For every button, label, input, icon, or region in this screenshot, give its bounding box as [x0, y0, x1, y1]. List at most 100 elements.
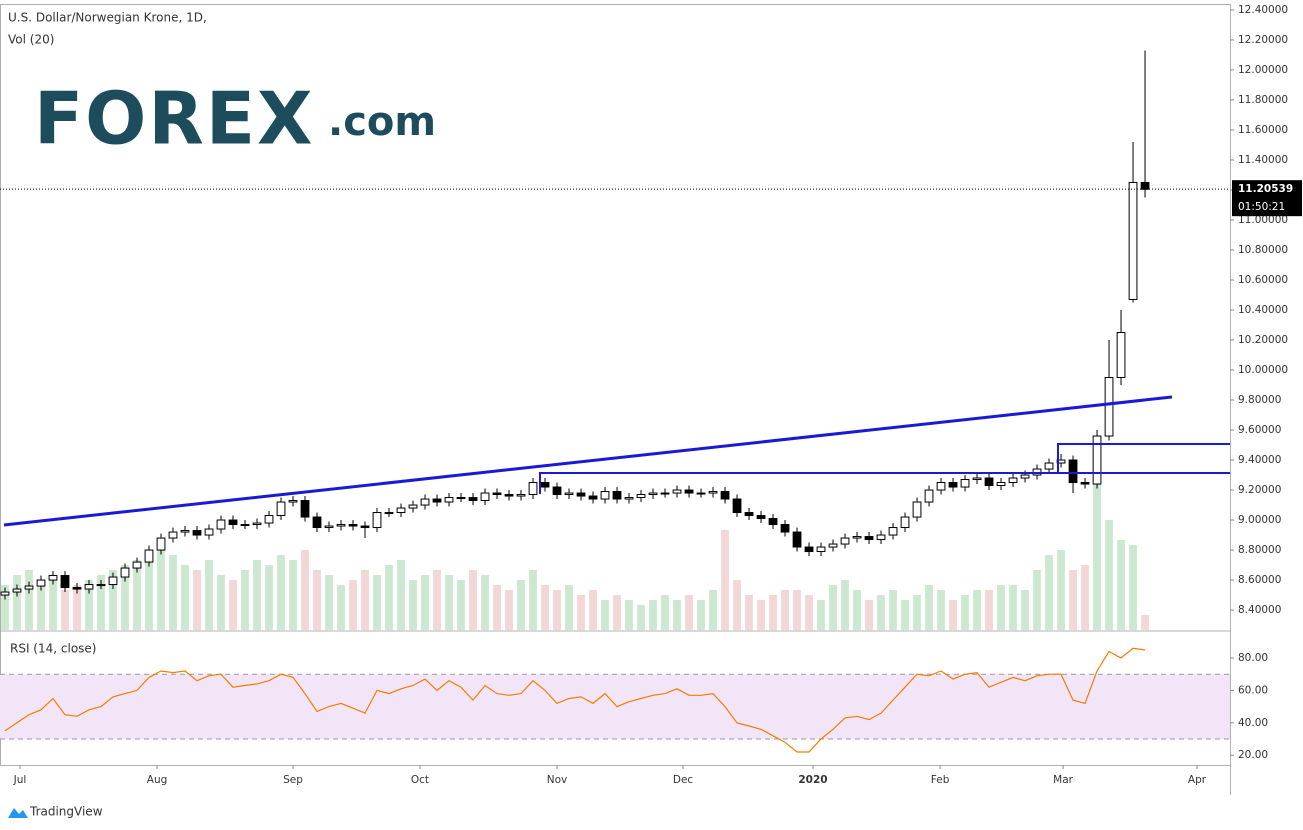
candle-body [612, 491, 622, 500]
volume-bar [373, 575, 381, 630]
candle-body [108, 576, 118, 586]
candle-body [120, 567, 130, 578]
candle-body [660, 492, 670, 495]
volume-bar [829, 585, 837, 630]
candle-body [1044, 462, 1054, 470]
y-tick-label: 11.60000 [1238, 124, 1288, 136]
candle-body [384, 512, 394, 515]
y-tick-label: 9.00000 [1238, 514, 1281, 526]
volume-bar [1129, 545, 1137, 630]
y-tick-label: 9.80000 [1238, 394, 1281, 406]
volume-bar [385, 565, 393, 630]
volume-bar [37, 580, 45, 630]
volume-bar [1, 585, 9, 630]
y-tick-label: 10.80000 [1238, 244, 1288, 256]
rsi-line [4, 647, 1146, 753]
x-tick-label: Dec [673, 774, 694, 786]
candle-body [768, 518, 778, 526]
volume-bar [193, 570, 201, 630]
volume-bar [925, 585, 933, 630]
volume-bar [781, 590, 789, 630]
logo: FOREX [34, 77, 315, 161]
candle-body [1008, 477, 1018, 484]
volume-bar [301, 550, 309, 630]
candle-body [564, 492, 574, 496]
last-price-box [1232, 180, 1302, 217]
volume-bar [421, 575, 429, 630]
candle-body [444, 497, 454, 503]
volume-bar [841, 580, 849, 630]
volume-bar [169, 555, 177, 630]
volume-bar [769, 595, 777, 630]
volume-bar [85, 580, 93, 630]
resistance-line [1057, 443, 1230, 473]
x-tick-label: Jul [13, 774, 27, 786]
candle-body [792, 531, 802, 548]
volume-bar [61, 590, 69, 630]
volume-bar [661, 595, 669, 630]
candle-body [0, 591, 10, 596]
candle-body [672, 489, 682, 494]
candle-body [156, 537, 166, 551]
candle-body [780, 524, 790, 533]
volume-bar [673, 600, 681, 630]
candle-body [396, 507, 406, 514]
y-tick-label: 12.20000 [1238, 34, 1288, 46]
candle-body [924, 489, 934, 503]
volume-bar [457, 580, 465, 630]
volume-bar [937, 590, 945, 630]
volume-bar [709, 590, 717, 630]
volume-bar [637, 605, 645, 630]
candle-body [456, 497, 466, 500]
candle-body [576, 492, 586, 497]
volume-bar [517, 580, 525, 630]
volume-bar [217, 575, 225, 630]
candle-body [1068, 459, 1078, 484]
candle-body [876, 534, 886, 541]
x-tick-label: Feb [931, 774, 950, 786]
volume-bar [949, 600, 957, 630]
candle-body [1092, 435, 1102, 485]
x-tick-label: 2020 [798, 774, 827, 786]
logo-suffix: .com [328, 99, 436, 145]
volume-bar [733, 580, 741, 630]
volume-bar [553, 590, 561, 630]
candle-body [168, 531, 178, 539]
candle-body [1080, 482, 1090, 485]
volume-bar [901, 600, 909, 630]
y-tick-label: 11.00000 [1238, 214, 1288, 226]
candle-body [192, 530, 202, 536]
y-tick-label: 10.20000 [1238, 334, 1288, 346]
candle-body [996, 482, 1006, 487]
volume-bar [469, 570, 477, 630]
rsi-band [0, 674, 1230, 739]
volume-bar [13, 575, 21, 630]
candle-body [1140, 181, 1150, 190]
candle-body [528, 482, 538, 496]
footer: TradingView [29, 805, 103, 819]
volume-bar [325, 575, 333, 630]
candle-body [756, 515, 766, 520]
volume-bar [121, 565, 129, 630]
volume-bar [1033, 570, 1041, 630]
candle-body [588, 495, 598, 500]
volume-label: Vol (20) [8, 33, 54, 47]
y-tick-label: 12.00000 [1238, 64, 1288, 76]
volume-bar [49, 575, 57, 630]
rsi-tick-label: 80.00 [1238, 652, 1268, 664]
y-tick-label: 9.60000 [1238, 424, 1281, 436]
candle-body [684, 489, 694, 494]
candle-body [840, 537, 850, 545]
volume-bar [25, 570, 33, 630]
volume-bar [649, 600, 657, 630]
candle-body [360, 525, 370, 529]
rsi-tick-label: 60.00 [1238, 684, 1268, 696]
candle-body [312, 516, 322, 529]
y-tick-label: 8.80000 [1238, 544, 1281, 556]
x-tick-label: Nov [547, 774, 568, 786]
volume-bar [361, 570, 369, 630]
volume-layer [1, 475, 1149, 630]
volume-bar [277, 555, 285, 630]
candle-body [276, 501, 286, 517]
volume-bar [145, 550, 153, 630]
